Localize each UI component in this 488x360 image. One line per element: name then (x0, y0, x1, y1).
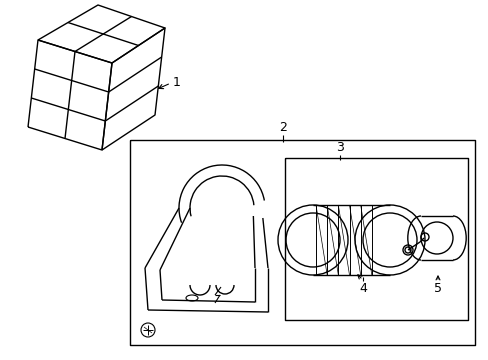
Text: 1: 1 (173, 77, 181, 90)
Text: 2: 2 (279, 121, 286, 135)
Text: 4: 4 (358, 282, 366, 294)
Text: 5: 5 (433, 282, 441, 294)
Text: 3: 3 (335, 141, 343, 154)
